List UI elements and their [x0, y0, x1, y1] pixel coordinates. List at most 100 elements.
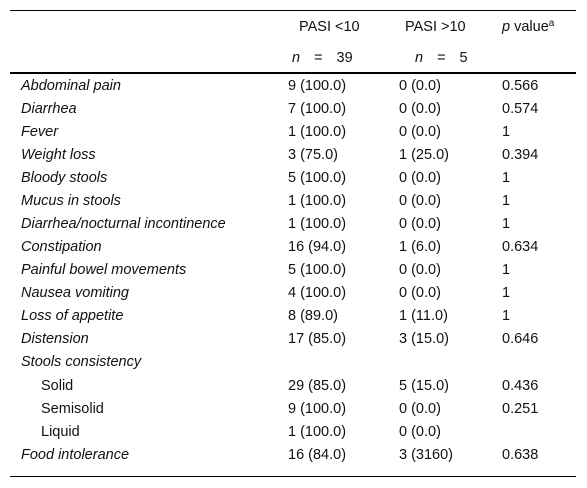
table-row: Stools consistency — [10, 352, 576, 376]
cell-pasi-gt10: 0 (0.0) — [399, 216, 441, 232]
cell-pasi-lt10: 9 (100.0) — [288, 78, 347, 94]
row-label: Diarrhea/nocturnal incontinence — [21, 216, 226, 232]
row-label: Mucus in stools — [21, 193, 121, 209]
row-label: Food intolerance — [21, 447, 130, 463]
cell-p-value: 0.251 — [502, 401, 539, 417]
cell-pasi-gt10: 0 (0.0) — [399, 101, 441, 117]
row-label: Stools consistency — [21, 354, 142, 370]
cell-p-value: 1 — [502, 285, 511, 301]
cell-pasi-gt10: 0 (0.0) — [399, 285, 441, 301]
p-value-superscript: a — [548, 18, 555, 29]
cell-p-value: 1 — [502, 193, 511, 209]
row-label: Painful bowel movements — [21, 262, 187, 278]
cell-pasi-lt10: 16 (84.0) — [288, 447, 347, 463]
row-label: Solid — [41, 378, 74, 394]
n-value: 5 — [459, 50, 468, 66]
table-bottom-rule — [10, 476, 576, 477]
cell-pasi-gt10: 0 (0.0) — [399, 78, 441, 94]
table-row: Fever 1 (100.0) 0 (0.0) 1 — [10, 122, 576, 145]
cell-p-value: 0.436 — [502, 378, 539, 394]
cell-pasi-lt10: 8 (89.0) — [288, 308, 338, 324]
table-body: Abdominal pain 9 (100.0) 0 (0.0) 0.566 Diarr… — [10, 76, 576, 468]
cell-pasi-lt10: 16 (94.0) — [288, 239, 347, 255]
cell-p-value: 0.566 — [502, 78, 539, 94]
col-header-pasi-lt10: PASI <10 — [299, 19, 360, 35]
cell-pasi-gt10: 1 (6.0) — [399, 239, 441, 255]
row-label: Liquid — [41, 424, 80, 440]
row-label: Semisolid — [41, 401, 104, 417]
row-label: Distension — [21, 331, 89, 347]
cell-pasi-lt10: 1 (100.0) — [288, 193, 347, 209]
header-row-titles: PASI <10 PASI >10 p valuea — [10, 17, 576, 39]
cell-p-value: 1 — [502, 216, 511, 232]
table-top-rule — [10, 10, 576, 11]
table-row: Semisolid 9 (100.0) 0 (0.0) 0.251 — [10, 399, 576, 422]
cell-p-value: 1 — [502, 308, 511, 324]
p-value-label: value — [510, 19, 549, 35]
table-row: Distension 17 (85.0) 3 (15.0) 0.646 — [10, 329, 576, 352]
table-row: Painful bowel movements 5 (100.0) 0 (0.0) 1 — [10, 260, 576, 283]
cell-p-value: 0.394 — [502, 147, 539, 163]
cell-pasi-gt10: 3 (15.0) — [399, 331, 449, 347]
cell-p-value: 0.634 — [502, 239, 539, 255]
row-label: Weight loss — [21, 147, 96, 163]
cell-pasi-lt10: 3 (75.0) — [288, 147, 338, 163]
row-label: Constipation — [21, 239, 102, 255]
table-row: Bloody stools 5 (100.0) 0 (0.0) 1 — [10, 168, 576, 191]
cell-p-value: 0.646 — [502, 331, 539, 347]
p-italic: p — [502, 19, 511, 35]
row-label: Abdominal pain — [21, 78, 121, 94]
col-header-pasi-gt10: PASI >10 — [405, 19, 466, 35]
row-label: Fever — [21, 124, 59, 140]
cell-pasi-gt10: 0 (0.0) — [399, 193, 441, 209]
cell-p-value: 0.638 — [502, 447, 539, 463]
equals-sign: = — [314, 50, 323, 66]
col-header-p-value: p valuea — [502, 17, 554, 37]
cell-pasi-lt10: 29 (85.0) — [288, 378, 347, 394]
cell-pasi-lt10: 9 (100.0) — [288, 401, 347, 417]
cell-pasi-gt10: 0 (0.0) — [399, 124, 441, 140]
cell-pasi-gt10: 5 (15.0) — [399, 378, 449, 394]
cell-pasi-lt10: 7 (100.0) — [288, 101, 347, 117]
equals-sign: = — [437, 50, 446, 66]
cell-pasi-lt10: 1 (100.0) — [288, 424, 347, 440]
table-row: Diarrhea 7 (100.0) 0 (0.0) 0.574 — [10, 99, 576, 122]
table-row: Abdominal pain 9 (100.0) 0 (0.0) 0.566 — [10, 76, 576, 99]
table-row: Mucus in stools 1 (100.0) 0 (0.0) 1 — [10, 191, 576, 214]
table-row: Food intolerance 16 (84.0) 3 (3160) 0.638 — [10, 445, 576, 468]
cell-pasi-gt10: 1 (11.0) — [399, 308, 448, 324]
table-row: Loss of appetite 8 (89.0) 1 (11.0) 1 — [10, 306, 576, 329]
row-label: Diarrhea — [21, 101, 77, 117]
table-row: Liquid 1 (100.0) 0 (0.0) — [10, 422, 576, 445]
cell-p-value: 0.574 — [502, 101, 539, 117]
cell-pasi-lt10: 4 (100.0) — [288, 285, 347, 301]
cell-pasi-gt10: 3 (3160) — [399, 447, 454, 463]
table-row: Solid 29 (85.0) 5 (15.0) 0.436 — [10, 376, 576, 399]
table-row: Weight loss 3 (75.0) 1 (25.0) 0.394 — [10, 145, 576, 168]
n-value: 39 — [336, 50, 353, 66]
header-row-n: n = 39 n = 5 — [10, 48, 576, 70]
row-label: Loss of appetite — [21, 308, 124, 324]
cell-p-value: 1 — [502, 262, 511, 278]
cell-pasi-lt10: 5 (100.0) — [288, 262, 347, 278]
cell-pasi-lt10: 1 (100.0) — [288, 124, 347, 140]
table-row: Diarrhea/nocturnal incontinence 1 (100.0)… — [10, 214, 576, 237]
cell-pasi-gt10: 0 (0.0) — [399, 424, 441, 440]
row-label: Bloody stools — [21, 170, 108, 186]
cell-pasi-lt10: 1 (100.0) — [288, 216, 347, 232]
cell-pasi-gt10: 0 (0.0) — [399, 170, 441, 186]
cell-p-value: 1 — [502, 170, 511, 186]
cell-pasi-lt10: 17 (85.0) — [288, 331, 347, 347]
table-row: Nausea vomiting 4 (100.0) 0 (0.0) 1 — [10, 283, 576, 306]
cell-p-value: 1 — [502, 124, 511, 140]
header-bottom-rule — [10, 72, 576, 74]
n-label: n — [415, 50, 424, 66]
n-label: n — [292, 50, 301, 66]
col2-n-count: n = 5 — [415, 48, 468, 68]
col1-n-count: n = 39 — [292, 48, 353, 68]
cell-pasi-gt10: 1 (25.0) — [399, 147, 449, 163]
row-label: Nausea vomiting — [21, 285, 129, 301]
cell-pasi-gt10: 0 (0.0) — [399, 262, 441, 278]
cell-pasi-gt10: 0 (0.0) — [399, 401, 441, 417]
cell-pasi-lt10: 5 (100.0) — [288, 170, 347, 186]
